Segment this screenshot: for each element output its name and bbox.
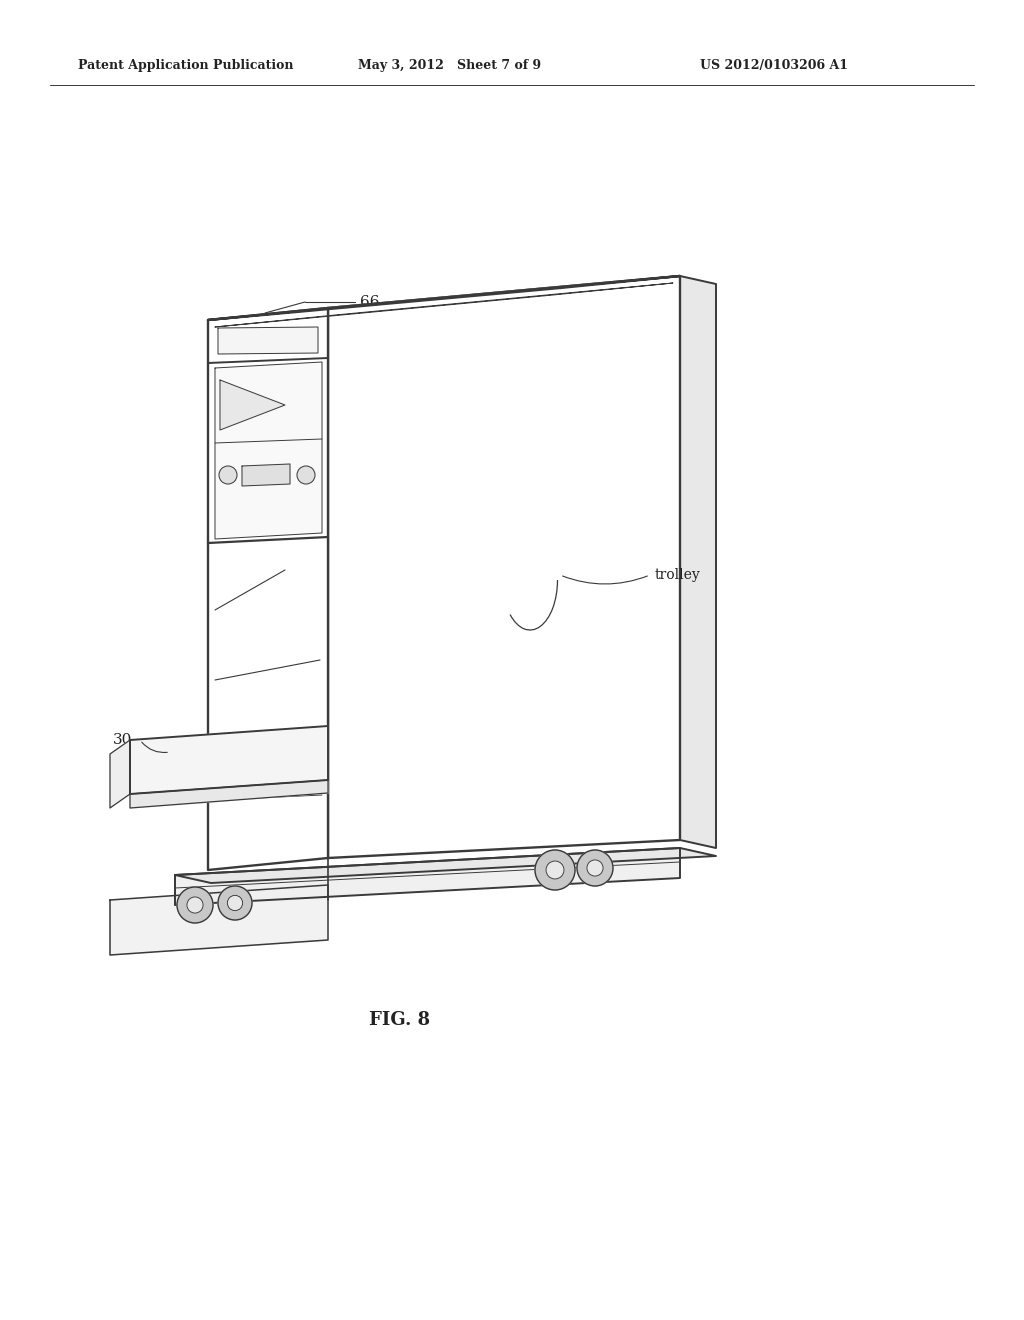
Polygon shape <box>130 780 328 808</box>
Circle shape <box>535 850 575 890</box>
Polygon shape <box>208 308 328 870</box>
Text: US 2012/0103206 A1: US 2012/0103206 A1 <box>700 58 848 71</box>
Circle shape <box>218 886 252 920</box>
Text: trolley: trolley <box>655 568 700 582</box>
Polygon shape <box>215 362 322 539</box>
Text: FIG. 8: FIG. 8 <box>370 1011 430 1030</box>
Circle shape <box>577 850 613 886</box>
Text: 30: 30 <box>113 733 132 747</box>
Circle shape <box>187 896 203 913</box>
Text: May 3, 2012   Sheet 7 of 9: May 3, 2012 Sheet 7 of 9 <box>358 58 541 71</box>
Polygon shape <box>328 276 680 858</box>
Polygon shape <box>175 847 716 883</box>
Polygon shape <box>175 847 680 906</box>
Polygon shape <box>110 884 328 954</box>
Polygon shape <box>130 726 328 795</box>
Polygon shape <box>208 276 680 319</box>
Circle shape <box>219 466 237 484</box>
Text: Patent Application Publication: Patent Application Publication <box>78 58 294 71</box>
Polygon shape <box>680 276 716 847</box>
Circle shape <box>546 861 564 879</box>
Polygon shape <box>242 465 290 486</box>
Polygon shape <box>218 327 318 354</box>
Polygon shape <box>110 741 130 808</box>
Circle shape <box>177 887 213 923</box>
Circle shape <box>587 859 603 876</box>
Circle shape <box>297 466 315 484</box>
Polygon shape <box>220 380 285 430</box>
Circle shape <box>227 895 243 911</box>
Text: 66: 66 <box>360 294 380 309</box>
